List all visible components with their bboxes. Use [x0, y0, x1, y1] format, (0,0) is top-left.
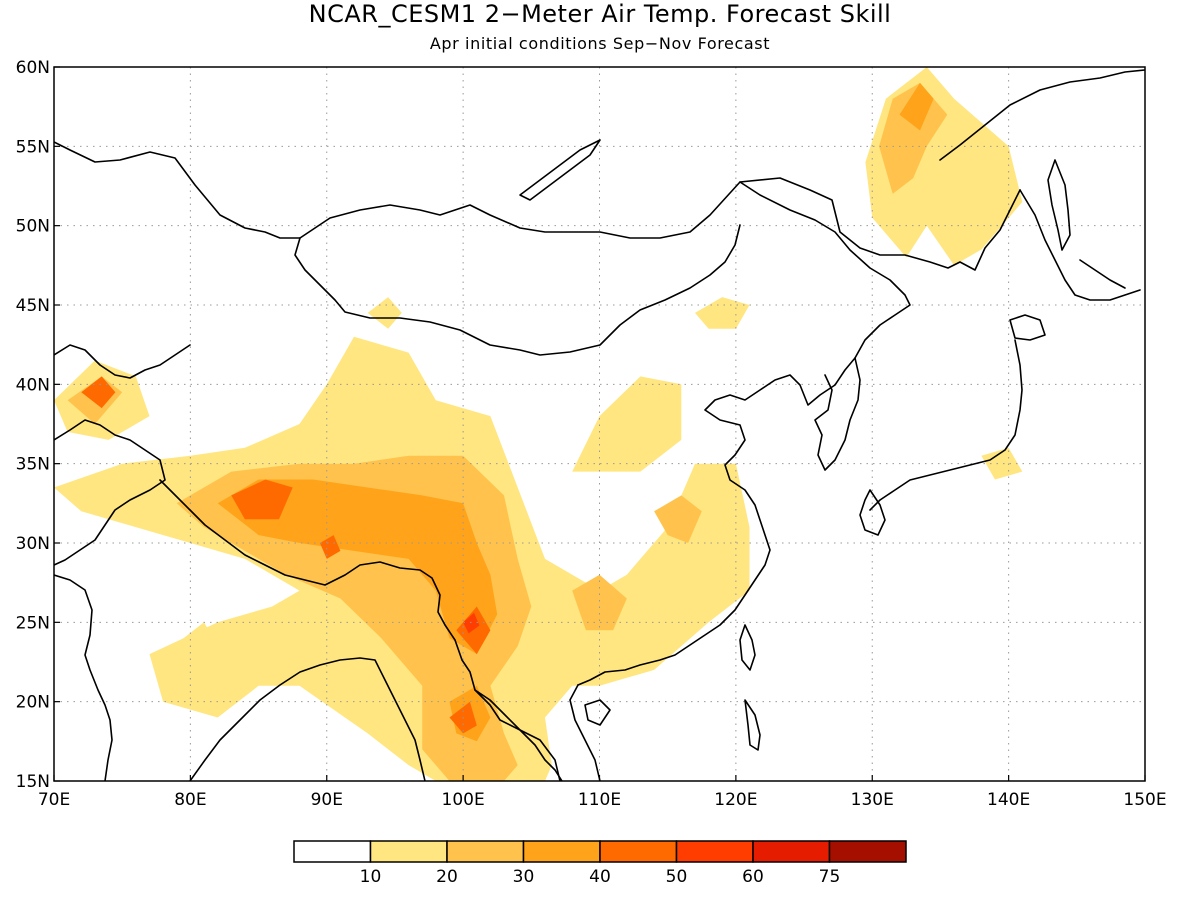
border-china-northeast: [739, 181, 911, 359]
lat-tick-label: 30N: [16, 534, 50, 554]
colorbar-swatch: [752, 840, 831, 863]
skill-region-21: [319, 535, 341, 559]
coastline-luzon: [744, 699, 761, 751]
lat-tick-label: 35N: [16, 455, 50, 475]
lake-baikal: [519, 139, 601, 201]
skill-region-17: [231, 479, 293, 520]
coastline-honshu: [869, 339, 1023, 511]
colorbar-label: 60: [742, 867, 764, 887]
skill-region-14: [217, 479, 498, 655]
lat-tick-label: 55N: [16, 137, 50, 157]
coastline-india: [54, 574, 113, 781]
axis-labels: 70E 80E 90E 100E 110E 120E 130E 140E 150E 15N 20N 2…: [16, 58, 1167, 810]
coastline-bay-of-bengal: [189, 657, 426, 781]
skill-region-3: [572, 376, 682, 472]
coastline-japan: [1019, 189, 1141, 301]
lat-tick-label: 20N: [16, 693, 50, 713]
colorbar-swatch: [522, 840, 601, 863]
coastline-east-asia: [577, 357, 856, 686]
coastline-okhotsk: [939, 69, 1145, 161]
skill-region-18: [456, 606, 491, 655]
colorbar: 10 20 30 40 50 60 75: [293, 840, 907, 887]
map-subtitle: Apr initial conditions Sep−Nov Forecast: [429, 34, 771, 53]
lon-tick-label: 100E: [442, 790, 485, 810]
border-mongolia-china: [294, 224, 741, 356]
border-himalaya: [159, 479, 563, 781]
coastlines-and-borders: [54, 69, 1145, 781]
coastline-taiwan: [739, 624, 756, 671]
coastline-kyushu: [859, 489, 886, 536]
colorbar-swatch: [369, 840, 448, 863]
skill-region-11: [572, 574, 627, 631]
lon-tick-label: 140E: [987, 790, 1030, 810]
coastline-hokkaido: [1009, 314, 1046, 341]
colorbar-swatch: [293, 840, 372, 863]
lat-tick-label: 15N: [16, 772, 50, 792]
lon-tick-label: 70E: [38, 790, 70, 810]
border-west: [54, 419, 166, 566]
colorbar-swatch: [828, 840, 907, 863]
colorbar-label: 20: [436, 867, 458, 887]
colorbar-label: 30: [513, 867, 535, 887]
border-central-asia: [54, 344, 191, 379]
colorbar-swatch: [446, 840, 525, 863]
lat-tick-label: 50N: [16, 217, 50, 237]
colorbar-label: 75: [819, 867, 841, 887]
skill-shading-layer: [54, 67, 1023, 781]
skill-region-16: [899, 82, 934, 131]
lon-tick-label: 150E: [1123, 790, 1166, 810]
lon-tick-label: 110E: [578, 790, 621, 810]
map-title: NCAR_CESM1 2−Meter Air Temp. Forecast Sk…: [308, 0, 892, 28]
skill-region-7: [981, 447, 1023, 480]
colorbar-swatch: [599, 840, 678, 863]
coastline-kuril: [1079, 259, 1126, 289]
lon-tick-label: 90E: [311, 790, 343, 810]
lon-tick-label: 120E: [714, 790, 757, 810]
skill-region-5: [695, 297, 750, 329]
lat-tick-label: 25N: [16, 613, 50, 633]
skill-region-10: [879, 82, 948, 194]
coastline-sakhalin: [1047, 159, 1071, 251]
colorbar-label: 40: [589, 867, 611, 887]
skill-region-12: [654, 495, 702, 543]
coastline-hainan: [584, 699, 611, 726]
skill-region-8: [183, 622, 218, 655]
colorbar-label: 10: [360, 867, 382, 887]
lon-tick-label: 80E: [174, 790, 206, 810]
skill-region-6: [367, 297, 402, 329]
coastline-vietnam: [569, 684, 601, 781]
lat-tick-label: 45N: [16, 296, 50, 316]
border-russia-mongolia: [54, 141, 1021, 271]
lat-tick-label: 60N: [16, 58, 50, 78]
coastline-korea: [814, 357, 861, 471]
lat-tick-label: 40N: [16, 375, 50, 395]
lon-tick-label: 130E: [851, 790, 894, 810]
border-indochina: [474, 689, 561, 781]
colorbar-swatch: [675, 840, 754, 863]
skill-region-22: [463, 612, 480, 634]
colorbar-label: 50: [666, 867, 688, 887]
